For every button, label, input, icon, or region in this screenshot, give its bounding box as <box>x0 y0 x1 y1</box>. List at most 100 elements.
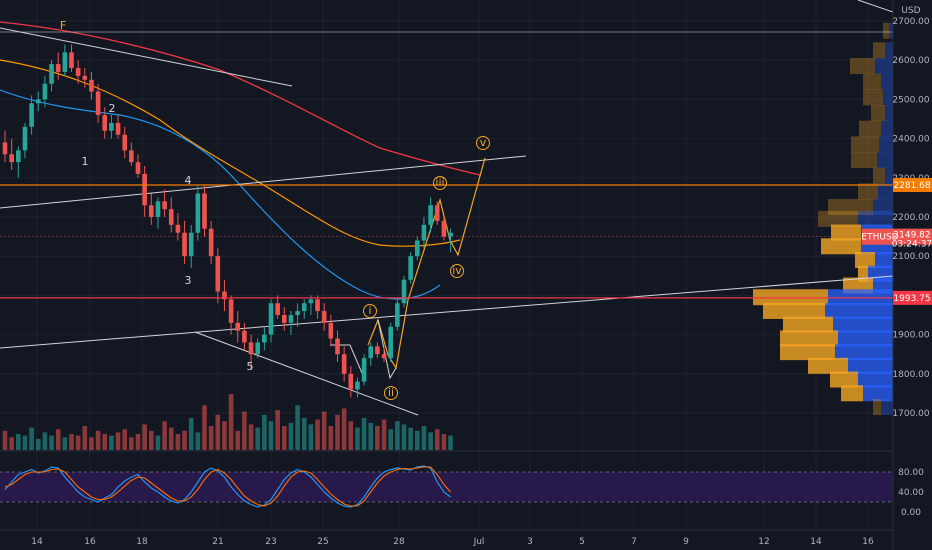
candle-body <box>288 315 294 323</box>
candle-body <box>168 209 174 225</box>
price-level-tag <box>893 177 932 192</box>
time-tick-label: 16 <box>862 537 874 547</box>
candle-body <box>202 193 207 229</box>
volume-bar <box>69 434 74 450</box>
candle-body <box>155 201 161 217</box>
volume-profile-bar-a <box>783 316 833 333</box>
volume-bar <box>2 430 8 450</box>
trendline <box>0 155 527 209</box>
candlesticks <box>2 44 453 398</box>
volume-profile-bar-a <box>780 344 835 361</box>
volume-bar <box>149 430 154 450</box>
time-axis-ticks: 14 16 18 21 23 25 28 Jul 3 5 7 9 12 14 16 <box>31 537 874 547</box>
time-tick-label: Jul <box>473 537 485 547</box>
last-price-symbol: ETHUSD <box>861 233 898 243</box>
volume-bar <box>89 437 94 450</box>
volume-bar <box>195 432 201 450</box>
wave-label-4: 4 <box>185 174 192 187</box>
volume-profile-bar-a <box>871 105 885 121</box>
trendline <box>194 331 419 416</box>
candle-body <box>82 75 88 80</box>
volume-profile-bar-a <box>851 136 879 153</box>
wave-label-2: 2 <box>109 102 116 115</box>
candle-body <box>16 150 21 163</box>
volume-bar <box>375 426 380 450</box>
volume-bar <box>395 421 400 450</box>
volume-profile-bar-a <box>858 183 878 200</box>
volume-profile-bar-a <box>873 167 885 184</box>
volume-bar <box>202 405 207 450</box>
time-tick-label: 16 <box>84 537 96 547</box>
volume-bar <box>428 432 433 450</box>
wave-label-5: 5 <box>247 360 254 373</box>
volume-bar <box>175 434 181 450</box>
candle-body <box>355 381 360 390</box>
volume-bar <box>401 424 407 450</box>
candle-body <box>275 303 280 315</box>
volume-profile-bar-b <box>883 89 893 106</box>
candle-body <box>42 83 48 100</box>
candle-body <box>129 150 134 163</box>
volume-profile-bar-b <box>885 105 893 121</box>
volume-profile-bar-a <box>763 302 825 319</box>
volume-bar <box>215 414 221 450</box>
candle-body <box>242 330 247 343</box>
wave-circle-iv <box>450 264 464 278</box>
time-tick-label: 23 <box>265 537 276 547</box>
candle-body <box>315 299 320 312</box>
volume-bar <box>275 410 280 450</box>
time-tick-label: 28 <box>393 537 405 547</box>
time-tick-label: 7 <box>631 537 637 547</box>
volume-profile-bar-b <box>881 73 893 90</box>
oscillator-axis-ticks: 80.00 40.00 0.00 <box>898 468 924 518</box>
volume-bar <box>228 394 234 450</box>
candle-body <box>335 338 340 355</box>
volume-bar <box>301 418 307 450</box>
price-tick-label: 2400.00 <box>892 135 929 145</box>
volume-bar <box>441 434 447 450</box>
candle-body <box>381 354 387 359</box>
volume-profile-bar-b <box>885 42 893 59</box>
price-level-tag <box>893 290 932 305</box>
volume-profile-bar-b <box>858 371 893 388</box>
trendline <box>857 0 894 13</box>
last-price-countdown: 03:24:37 <box>892 240 932 250</box>
volume-profile-bar-a <box>780 330 838 347</box>
candle-body <box>328 322 334 339</box>
volume-bar <box>421 426 427 450</box>
volume-bar <box>348 421 354 450</box>
time-tick-label: 5 <box>579 537 585 547</box>
wave-path <box>367 157 486 370</box>
oscillator-tick-label: 40.00 <box>898 488 924 498</box>
volume-bar <box>135 434 141 450</box>
time-tick-label: 14 <box>810 537 822 547</box>
volume-profile-bar-a <box>841 385 863 402</box>
candle-body <box>348 373 354 390</box>
candle-body <box>95 91 101 116</box>
candle-body <box>22 126 28 151</box>
volume-bar <box>308 424 314 450</box>
volume-bar <box>222 421 227 450</box>
price-tick-label: 2200.00 <box>892 213 929 223</box>
candle-body <box>321 311 327 323</box>
volume-bar <box>95 430 101 450</box>
volume-bar <box>321 411 327 450</box>
volume-profile-bar-b <box>835 344 893 361</box>
volume-bar <box>109 435 114 450</box>
candle-body <box>162 201 167 210</box>
oscillator-k-line <box>4 465 451 508</box>
candle-body <box>268 303 274 335</box>
wave-label-1: 1 <box>82 155 89 168</box>
volume-bar <box>55 429 61 450</box>
volume-bar <box>235 430 241 450</box>
ma-red-line <box>0 21 481 176</box>
candle-body <box>401 279 407 304</box>
volume-bar <box>142 424 147 450</box>
volume-profile-bar-a <box>818 210 858 227</box>
volume-profile-bar-b <box>878 183 893 200</box>
candle-body <box>69 52 74 69</box>
candle-body <box>115 122 121 135</box>
oscillator-tick-label: 80.00 <box>898 468 924 478</box>
